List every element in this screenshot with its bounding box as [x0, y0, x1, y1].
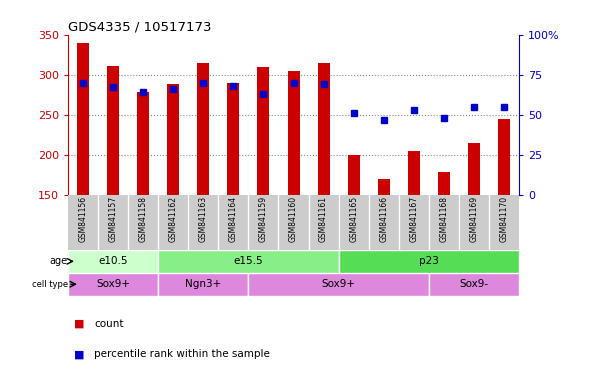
Text: Ngn3+: Ngn3+ — [185, 279, 221, 289]
Text: GSM841159: GSM841159 — [259, 196, 268, 242]
Bar — [68, 273, 158, 296]
Bar — [77, 43, 89, 195]
Bar — [197, 63, 209, 195]
Text: e15.5: e15.5 — [234, 257, 263, 266]
Text: GSM841165: GSM841165 — [349, 196, 358, 242]
Bar — [408, 151, 420, 195]
Bar — [438, 172, 450, 195]
Text: GSM841164: GSM841164 — [229, 196, 238, 242]
Text: GSM841163: GSM841163 — [199, 196, 208, 242]
Bar — [68, 250, 158, 273]
Text: GSM841158: GSM841158 — [139, 196, 148, 242]
Bar — [348, 155, 360, 195]
Text: p23: p23 — [419, 257, 439, 266]
Text: GSM841169: GSM841169 — [470, 196, 478, 242]
Bar — [167, 84, 179, 195]
Bar — [287, 71, 300, 195]
Text: GDS4335 / 10517173: GDS4335 / 10517173 — [68, 20, 211, 33]
Text: cell type: cell type — [32, 280, 68, 289]
Text: GSM841162: GSM841162 — [169, 196, 178, 242]
Text: Sox9+: Sox9+ — [322, 279, 356, 289]
Bar — [137, 92, 149, 195]
Bar — [339, 250, 519, 273]
Text: GSM841167: GSM841167 — [409, 196, 418, 242]
Text: e10.5: e10.5 — [98, 257, 128, 266]
Bar — [429, 273, 519, 296]
Text: Sox9-: Sox9- — [460, 279, 489, 289]
Text: GSM841170: GSM841170 — [500, 196, 509, 242]
Bar — [248, 273, 429, 296]
Text: ■: ■ — [74, 349, 84, 359]
Bar — [468, 143, 480, 195]
Bar — [158, 273, 248, 296]
Text: percentile rank within the sample: percentile rank within the sample — [94, 349, 270, 359]
Text: count: count — [94, 319, 124, 329]
Text: GSM841166: GSM841166 — [379, 196, 388, 242]
Bar — [227, 83, 240, 195]
Text: GSM841160: GSM841160 — [289, 196, 298, 242]
Text: GSM841161: GSM841161 — [319, 196, 328, 242]
Bar — [378, 179, 390, 195]
Bar — [257, 67, 270, 195]
Text: GSM841168: GSM841168 — [440, 196, 448, 242]
Text: GSM841156: GSM841156 — [78, 196, 87, 242]
Text: Sox9+: Sox9+ — [96, 279, 130, 289]
Bar — [498, 119, 510, 195]
Bar — [317, 63, 330, 195]
Text: ■: ■ — [74, 319, 84, 329]
Text: GSM841157: GSM841157 — [109, 196, 117, 242]
Text: age: age — [50, 257, 68, 266]
Bar — [158, 250, 339, 273]
Bar — [107, 66, 119, 195]
